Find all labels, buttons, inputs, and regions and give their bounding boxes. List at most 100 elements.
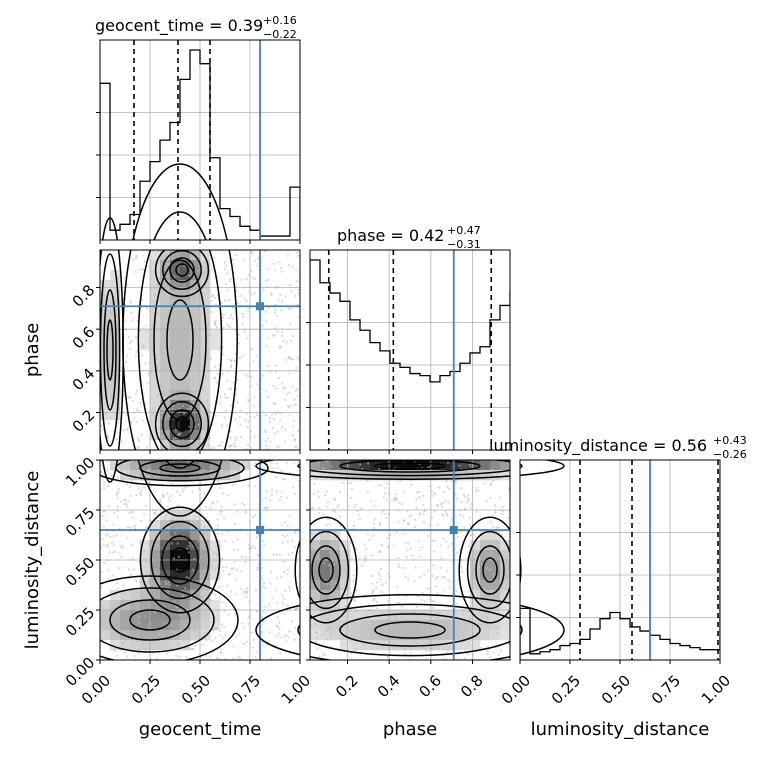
scatter-point [100,624,104,627]
scatter-point [183,283,186,286]
scatter-point [124,607,127,610]
scatter-point [265,490,269,493]
scatter-point [281,523,284,527]
scatter-point [275,624,278,628]
scatter-point [123,276,126,279]
scatter-point [285,341,288,344]
scatter-point [268,417,271,420]
tick-label-x: 0.75 [648,672,684,708]
scatter-point [486,649,489,653]
scatter-point [386,618,389,621]
contour-line [150,520,210,600]
scatter-point [253,485,257,488]
scatter-point [173,600,176,603]
scatter-point [141,299,144,302]
tick-label-x: 0.50 [178,672,214,708]
scatter-point [212,629,215,632]
density-cell [200,590,211,601]
scatter-point [236,627,240,631]
scatter-point [214,636,217,639]
scatter-point [315,477,318,480]
scatter-point [250,292,253,295]
scatter-point [422,503,425,507]
scatter-point [286,524,289,527]
scatter-point [488,605,491,609]
scatter-point [171,405,175,408]
density-cell [180,620,191,631]
density-cell [160,260,171,271]
scatter-point [428,598,431,601]
scatter-point [220,532,224,535]
scatter-point [219,630,222,633]
scatter-point [255,413,258,417]
scatter-point [145,525,148,528]
scatter-point [232,657,235,660]
scatter-point [219,513,222,516]
density-cell [330,590,341,601]
scatter-point [469,524,472,528]
scatter-point [438,617,441,620]
scatter-point [446,618,450,621]
scatter-point [254,589,257,592]
scatter-point [463,526,466,529]
scatter-point [232,548,235,551]
scatter-point [489,568,493,571]
scatter-point [212,551,216,554]
density-cell [160,300,171,311]
panel-frame [309,249,511,451]
scatter-point [116,610,119,613]
scatter-point [156,311,159,314]
scatter-point [353,599,356,603]
scatter-point [399,479,402,482]
scatter-point [328,627,331,630]
scatter-point [477,574,480,577]
density-cell [150,640,161,651]
scatter-point [379,567,383,571]
density-cell [150,630,161,641]
density-cell [180,310,191,321]
scatter-point [268,420,272,423]
scatter-point [371,610,374,613]
scatter-point [217,372,220,376]
scatter-point [188,544,191,547]
scatter-point [136,606,139,609]
density-cell [160,510,171,521]
density-cell [100,630,111,641]
scatter-point [283,478,286,481]
scatter-point [420,599,423,602]
scatter-point [122,394,126,397]
scatter-point [501,512,504,516]
scatter-point [448,647,451,650]
density-cell [190,590,201,601]
scatter-point [262,288,265,291]
scatter-point [210,268,214,271]
scatter-point [188,337,191,340]
scatter-point [324,605,328,609]
density-cell [190,340,201,351]
scatter-point [377,551,381,554]
scatter-point [458,464,461,467]
scatter-point [181,594,184,598]
density-cell [150,570,161,581]
scatter-point [185,575,188,579]
density-cell [170,320,181,331]
density-cell [350,630,361,641]
scatter-point [333,498,336,502]
tick-label-x: 0.50 [598,672,634,708]
scatter-point [401,606,404,609]
scatter-point [234,503,237,506]
scatter-point [128,299,132,303]
density-cell [320,540,331,551]
tick-label-x: 0.6 [415,672,445,702]
scatter-point [239,657,242,660]
density-cell [380,460,391,471]
scatter-point [216,500,219,503]
scatter-point [323,562,326,565]
scatter-point [235,635,238,638]
density-cell [170,560,181,571]
scatter-point [281,541,285,544]
scatter-point [253,513,257,517]
density-cell [420,620,431,631]
scatter-point [411,554,414,557]
scatter-point [206,399,209,402]
